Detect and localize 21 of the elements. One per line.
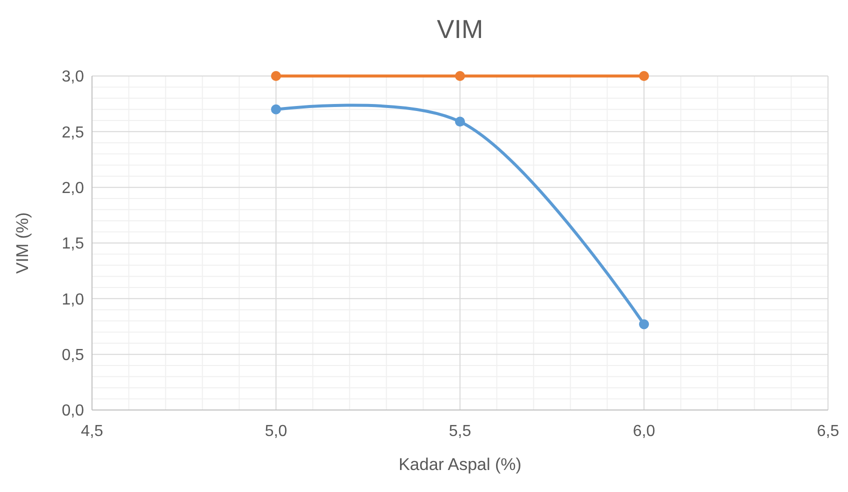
point <box>639 71 649 81</box>
y-axis-title: VIM (%) <box>13 212 32 274</box>
x-axis-title: Kadar Aspal (%) <box>398 455 522 474</box>
x-tick-label: 6,0 <box>632 423 656 440</box>
x-tick-label: 5,0 <box>264 423 288 440</box>
x-tick-label: 4,5 <box>80 423 104 440</box>
point <box>455 116 465 127</box>
point <box>271 104 281 114</box>
y-tick-label: 2,0 <box>62 180 84 197</box>
y-tick-label: 0,5 <box>62 346 84 364</box>
y-tick-label: 2,5 <box>62 124 84 142</box>
y-tick-label: 1,5 <box>62 236 84 253</box>
point <box>639 319 649 330</box>
point <box>455 71 465 81</box>
y-tick-label: 1,0 <box>62 291 84 308</box>
x-tick-label: 6,5 <box>816 423 840 440</box>
x-tick-label: 5,5 <box>448 423 472 440</box>
y-tick-label: 0,0 <box>62 402 84 420</box>
chart-title: VIM <box>436 14 484 44</box>
point <box>271 71 281 81</box>
y-tick-label: 3,0 <box>62 68 84 86</box>
